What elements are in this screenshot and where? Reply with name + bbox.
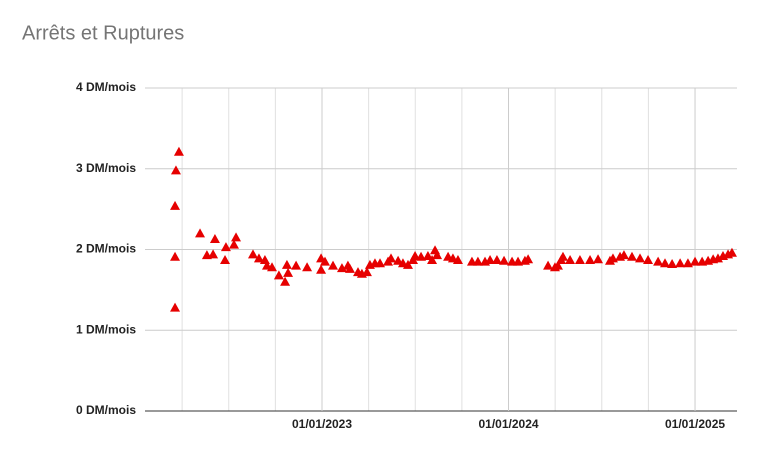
point [302,262,313,272]
point [416,251,427,261]
point [316,264,327,274]
point [472,256,483,266]
point [427,254,438,264]
point [491,254,502,264]
y-tick-label: 3 DM/mois [76,161,136,175]
point [682,258,693,268]
point [228,239,239,249]
point [173,146,184,156]
y-tick-label: 0 DM/mois [76,403,136,417]
point [361,267,372,277]
point [208,249,219,259]
point [712,253,723,263]
y-tick-label: 2 DM/mois [76,242,136,256]
point [220,242,231,252]
point [667,259,678,269]
y-tick-label: 1 DM/mois [76,322,136,336]
point [375,258,386,268]
point [283,267,294,277]
point [267,262,278,272]
point [280,276,291,286]
point [432,250,443,260]
point [557,251,568,261]
point [402,259,413,269]
x-tick-label: 01/01/2024 [478,417,538,431]
point [291,260,302,270]
point [543,260,554,270]
point [273,270,284,280]
point [585,254,596,264]
point [195,228,206,238]
point [485,254,496,264]
point [618,250,629,260]
point [220,254,231,264]
point [170,251,181,261]
x-tick-label: 01/01/2023 [292,417,352,431]
point [552,260,563,270]
point [231,232,242,242]
point [281,259,292,269]
point [675,258,686,268]
point [328,260,339,270]
point [170,302,181,312]
point [209,234,220,244]
point [726,247,737,257]
point [653,256,664,266]
point [690,256,701,266]
point [410,250,421,260]
point [499,255,510,265]
point [643,254,654,264]
point [593,254,604,264]
point [422,250,433,260]
point [523,254,534,264]
point [247,249,258,259]
point [513,256,524,266]
point [452,254,463,264]
x-tick-label: 01/01/2025 [665,417,725,431]
point [660,258,671,268]
point [574,254,585,264]
point [170,165,181,175]
y-tick-label: 4 DM/mois [76,80,136,94]
point [626,251,637,261]
point [565,254,576,264]
point [253,253,264,263]
point [336,263,347,273]
point [635,253,646,263]
point [344,263,355,273]
point [386,253,397,263]
point [170,200,181,210]
point [319,256,330,266]
chart-title: Arrêts et Ruptures [22,22,184,44]
